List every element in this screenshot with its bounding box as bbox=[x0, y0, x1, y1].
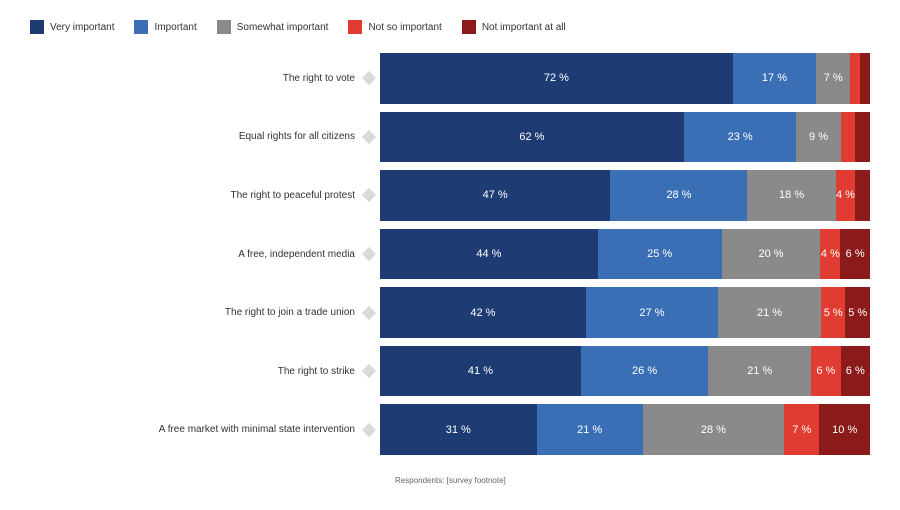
stacked-bar-chart: Very important Important Somewhat importan… bbox=[0, 0, 900, 510]
bar-segment: 21 % bbox=[537, 404, 643, 455]
legend-swatch bbox=[217, 20, 231, 34]
legend-label: Not so important bbox=[368, 22, 441, 33]
bar-segment: 7 % bbox=[784, 404, 819, 455]
bar-row: 31 %21 %28 %7 %10 % bbox=[380, 400, 870, 459]
bar-row: 42 %27 %21 %5 %5 % bbox=[380, 283, 870, 342]
bar-segment: 31 % bbox=[380, 404, 537, 455]
legend: Very important Important Somewhat importan… bbox=[30, 20, 870, 34]
footnote: Respondents: [survey footnote] bbox=[395, 476, 506, 485]
bar-segment: 10 % bbox=[819, 404, 870, 455]
y-axis-labels: The right to voteEqual rights for all ci… bbox=[30, 49, 380, 459]
bar-segment: 7 % bbox=[816, 53, 850, 104]
category-label: The right to vote bbox=[30, 49, 380, 108]
legend-label: Somewhat important bbox=[237, 22, 329, 33]
bar-segment bbox=[850, 53, 860, 104]
bar-segment: 23 % bbox=[684, 112, 797, 163]
bar-segment: 4 % bbox=[836, 170, 856, 221]
bar-row: 72 %17 %7 % bbox=[380, 49, 870, 108]
bar-segment: 28 % bbox=[643, 404, 784, 455]
bar-segment bbox=[860, 53, 870, 104]
category-label: The right to peaceful protest bbox=[30, 166, 380, 225]
bar-row: 44 %25 %20 %4 %6 % bbox=[380, 225, 870, 284]
bar-segment bbox=[855, 112, 870, 163]
bar-segment: 6 % bbox=[840, 229, 870, 280]
legend-item: Not so important bbox=[348, 20, 441, 34]
bar-segment: 44 % bbox=[380, 229, 598, 280]
bar-segment: 21 % bbox=[718, 287, 821, 338]
legend-swatch bbox=[30, 20, 44, 34]
category-label: The right to join a trade union bbox=[30, 283, 380, 342]
legend-swatch bbox=[462, 20, 476, 34]
legend-label: Very important bbox=[50, 22, 114, 33]
bar-segment: 62 % bbox=[380, 112, 684, 163]
bar-segment: 47 % bbox=[380, 170, 610, 221]
legend-swatch bbox=[134, 20, 148, 34]
plot-area: The right to voteEqual rights for all ci… bbox=[30, 49, 870, 459]
bar-segment: 72 % bbox=[380, 53, 733, 104]
bar-segment: 26 % bbox=[581, 346, 708, 397]
legend-label: Important bbox=[154, 22, 196, 33]
bar-segment: 6 % bbox=[841, 346, 870, 397]
legend-swatch bbox=[348, 20, 362, 34]
bar-segment bbox=[855, 170, 870, 221]
bar-segment: 27 % bbox=[586, 287, 718, 338]
category-label: A free market with minimal state interve… bbox=[30, 400, 380, 459]
bar-segment: 4 % bbox=[820, 229, 840, 280]
category-label: The right to strike bbox=[30, 342, 380, 401]
category-label: Equal rights for all citizens bbox=[30, 108, 380, 167]
bar-segment: 42 % bbox=[380, 287, 586, 338]
bar-segment bbox=[841, 112, 856, 163]
bar-segment: 25 % bbox=[598, 229, 722, 280]
bar-row: 41 %26 %21 %6 %6 % bbox=[380, 342, 870, 401]
legend-item: Not important at all bbox=[462, 20, 566, 34]
category-label: A free, independent media bbox=[30, 225, 380, 284]
bar-segment: 17 % bbox=[733, 53, 816, 104]
bar-segment: 6 % bbox=[811, 346, 840, 397]
bar-segment: 41 % bbox=[380, 346, 581, 397]
legend-item: Somewhat important bbox=[217, 20, 329, 34]
bar-row: 47 %28 %18 %4 % bbox=[380, 166, 870, 225]
bar-row: 62 %23 %9 % bbox=[380, 108, 870, 167]
bar-segment: 20 % bbox=[722, 229, 821, 280]
bar-segment: 28 % bbox=[610, 170, 747, 221]
bar-segment: 18 % bbox=[747, 170, 835, 221]
legend-item: Important bbox=[134, 20, 196, 34]
bar-segment: 5 % bbox=[845, 287, 870, 338]
bars-container: 72 %17 %7 %62 %23 %9 %47 %28 %18 %4 %44 … bbox=[380, 49, 870, 459]
legend-label: Not important at all bbox=[482, 22, 566, 33]
bar-segment: 5 % bbox=[821, 287, 846, 338]
bar-segment: 9 % bbox=[796, 112, 840, 163]
bar-segment: 21 % bbox=[708, 346, 811, 397]
legend-item: Very important bbox=[30, 20, 114, 34]
